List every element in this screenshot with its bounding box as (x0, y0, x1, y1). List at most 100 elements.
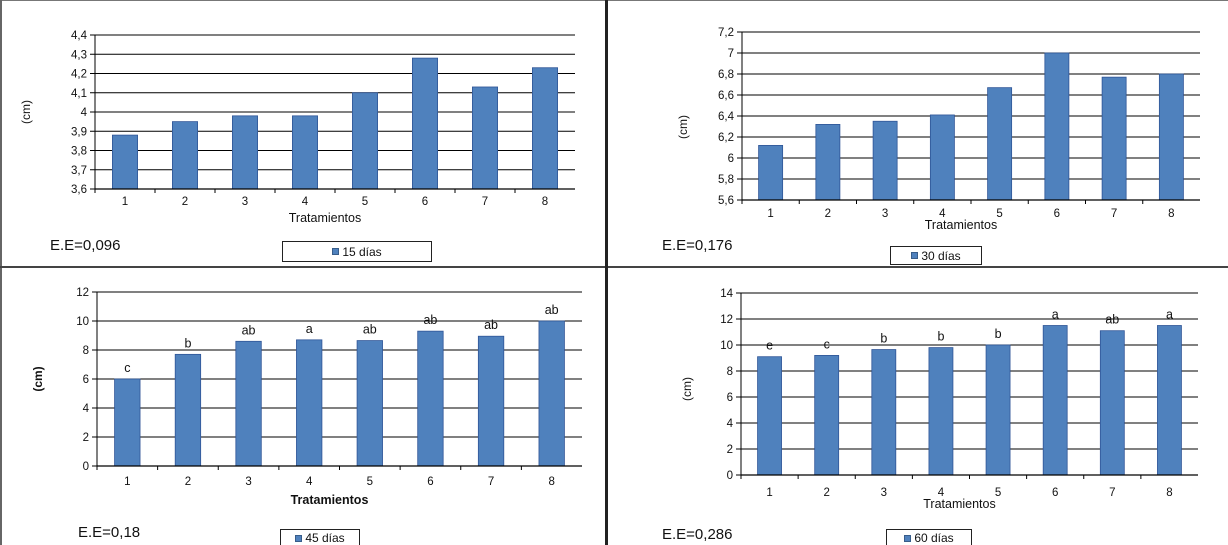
bar (929, 114, 955, 201)
y-tick-label: 8 (727, 366, 733, 378)
x-tick-label: 3 (881, 487, 887, 499)
bar (471, 86, 498, 190)
y-tick-label: 14 (720, 288, 733, 300)
y-axis-title: (cm) (31, 366, 45, 391)
x-tick-label: 4 (306, 476, 313, 488)
bar (171, 121, 198, 190)
x-tick-label: 1 (122, 196, 128, 208)
bar (815, 124, 841, 201)
legend-swatch-icon (332, 248, 340, 255)
bar (114, 378, 141, 467)
y-tick-label: 4,1 (71, 88, 87, 100)
bar (1158, 73, 1184, 201)
x-tick-label: 5 (367, 476, 373, 488)
chart-45-dias-svg: 0 2 4 6 8 10 12 c 1 b 2 ab 3 a 4 ab 5 ab 6 ab 7 ab 8 Tratamient… (31, 287, 582, 507)
bar (872, 120, 898, 201)
x-tick-label: 4 (938, 487, 945, 499)
bar-label: b (995, 327, 1002, 341)
x-tick-label: 6 (427, 476, 433, 488)
x-tick-label: 2 (823, 487, 829, 499)
chart-30-dias-svg: 5,6 5,8 6 6,2 6,4 6,6 6,8 7 7,2 1 2 3 4 5 6 7 8 Tratamien… (676, 27, 1200, 232)
bar (351, 92, 378, 190)
y-tick-label: 0 (83, 461, 89, 473)
y-tick-label: 7,2 (718, 27, 734, 39)
chart-panel-30-dias: 5,6 5,8 6 6,2 6,4 6,6 6,8 7 7,2 1 2 3 4 5 6 7 8 Tratamien… (608, 1, 1228, 266)
y-tick-label: 4 (83, 403, 90, 415)
bar (1099, 330, 1125, 476)
y-tick-label: 0 (727, 470, 733, 482)
left-border (0, 0, 2, 545)
y-tick-label: 5,8 (718, 174, 734, 186)
x-tick-label: 8 (1166, 487, 1172, 499)
bar (757, 356, 782, 476)
x-axis-title: Tratamientos (925, 218, 997, 232)
x-tick-label: 3 (882, 208, 888, 220)
y-tick-label: 12 (76, 287, 89, 299)
y-tick-label: 10 (720, 340, 733, 352)
y-tick-label: 3,9 (71, 126, 87, 138)
bar-label: b (184, 336, 191, 350)
bar (532, 67, 559, 190)
y-tick-label: 5,6 (718, 195, 734, 207)
legend-swatch-icon (911, 252, 919, 259)
x-tick-label: 1 (766, 487, 772, 499)
bar-label: b (880, 332, 887, 346)
x-tick-label: 5 (362, 196, 368, 208)
x-tick-label: 7 (1109, 487, 1115, 499)
bar (814, 355, 840, 476)
x-tick-label: 5 (996, 208, 1002, 220)
bar (1101, 76, 1127, 201)
x-tick-label: 1 (124, 476, 130, 488)
bar (411, 57, 438, 190)
standard-error-label: E.E=0,176 (662, 237, 733, 254)
y-tick-label: 6,8 (718, 69, 734, 81)
x-tick-label: 8 (542, 196, 548, 208)
x-tick-label: 3 (242, 196, 248, 208)
standard-error-label: E.E=0,096 (50, 237, 121, 254)
bar-label: ab (363, 323, 377, 337)
y-tick-label: 4,2 (71, 69, 87, 81)
x-tick-label: 7 (482, 196, 488, 208)
x-axis-title: Tratamientos (291, 493, 369, 507)
x-tick-label: 2 (825, 208, 831, 220)
y-tick-label: 2 (83, 432, 89, 444)
bar-label: a (306, 322, 313, 336)
x-tick-label: 1 (767, 208, 773, 220)
bar (477, 335, 505, 467)
x-tick-label: 6 (1054, 208, 1060, 220)
bar (1157, 325, 1182, 476)
y-tick-label: 4 (81, 107, 88, 119)
legend-swatch-icon (904, 534, 912, 542)
y-tick-label: 8 (83, 345, 89, 357)
x-tick-label: 4 (302, 196, 309, 208)
horizontal-divider (0, 266, 605, 268)
x-tick-label: 3 (245, 476, 251, 488)
bar-label: ab (545, 303, 559, 317)
bar (174, 353, 202, 467)
y-tick-label: 4,3 (71, 49, 87, 61)
x-tick-label: 8 (1168, 208, 1174, 220)
chart-legend: 60 días (886, 529, 972, 545)
bar (985, 344, 1011, 476)
y-tick-label: 7 (728, 48, 734, 60)
bar (758, 144, 784, 201)
bar (356, 340, 383, 467)
x-tick-label: 6 (1052, 487, 1058, 499)
chart-panel-45-dias: 0 2 4 6 8 10 12 c 1 b 2 ab 3 a 4 ab 5 ab 6 ab 7 ab 8 Tratamient… (2, 270, 605, 545)
bar (871, 349, 897, 476)
standard-error-label: E.E=0,286 (662, 526, 733, 543)
bar-label: ab (423, 313, 437, 327)
bar (928, 347, 954, 476)
y-tick-label: 10 (76, 316, 89, 328)
bar-label: ab (242, 323, 256, 337)
y-axis-title: (cm) (19, 100, 33, 124)
x-tick-label: 8 (548, 476, 554, 488)
x-tick-label: 7 (488, 476, 494, 488)
bar (296, 339, 323, 467)
y-tick-label: 6 (83, 374, 89, 386)
x-tick-label: 2 (182, 196, 188, 208)
bar (987, 87, 1013, 201)
y-tick-label: 6 (728, 153, 734, 165)
chart-panel-60-dias: 0 2 4 6 8 10 12 14 e 1 c 2 b 3 b 4 b 5 a 6 ab 7 a 8 Tratamientos… (608, 270, 1228, 545)
y-tick-label: 3,7 (71, 165, 87, 177)
